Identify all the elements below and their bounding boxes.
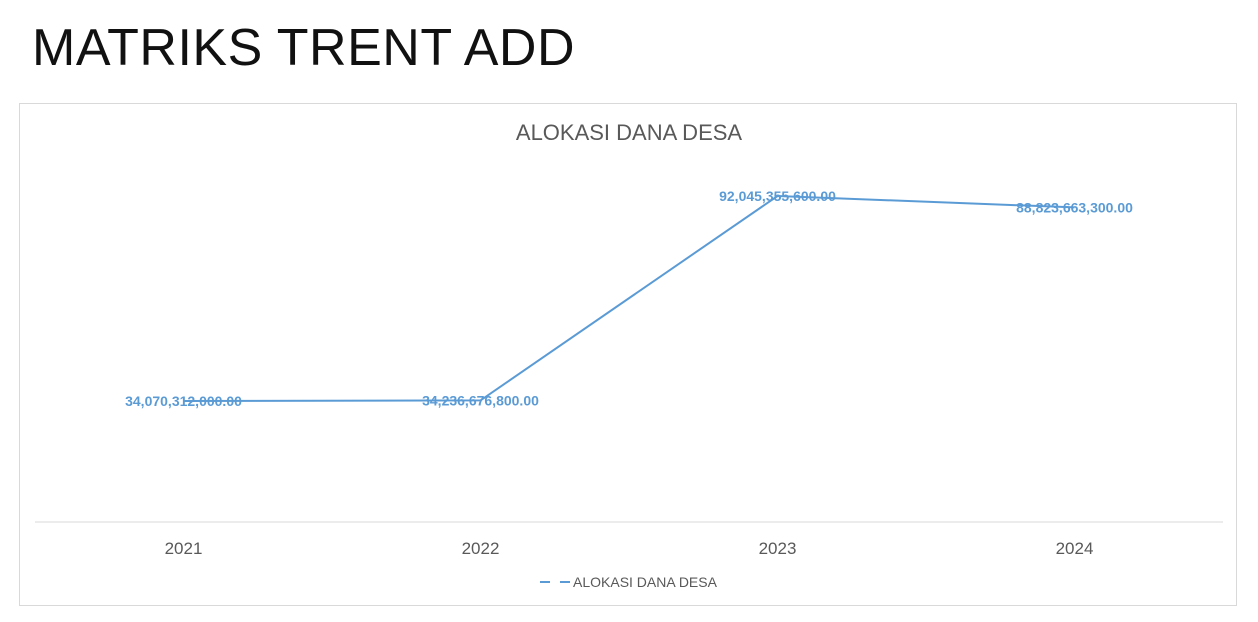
data-labels: 34,070,312,000.00 34,236,676,800.00 92,045… xyxy=(125,188,1133,409)
x-tick-label: 2023 xyxy=(759,539,797,558)
chart-area: ALOKASI DANA DESA 2021 2022 2023 2024 34,07… xyxy=(19,103,1237,606)
x-tick-label: 2024 xyxy=(1056,539,1094,558)
data-label: 34,236,676,800.00 xyxy=(422,392,539,408)
legend-label: ALOKASI DANA DESA xyxy=(573,574,718,590)
chart-title: ALOKASI DANA DESA xyxy=(516,120,743,145)
x-axis-tick-labels: 2021 2022 2023 2024 xyxy=(165,539,1094,558)
series-line xyxy=(183,194,1075,402)
line-chart: ALOKASI DANA DESA 2021 2022 2023 2024 34,07… xyxy=(35,120,1223,590)
page-title: MATRIKS TRENT ADD xyxy=(32,19,576,77)
data-label: 88,823,663,300.00 xyxy=(1016,199,1133,215)
x-tick-label: 2022 xyxy=(462,539,500,558)
data-label: 92,045,355,600.00 xyxy=(719,188,836,204)
legend: ALOKASI DANA DESA xyxy=(540,574,718,590)
data-label: 34,070,312,000.00 xyxy=(125,393,242,409)
x-tick-label: 2021 xyxy=(165,539,203,558)
